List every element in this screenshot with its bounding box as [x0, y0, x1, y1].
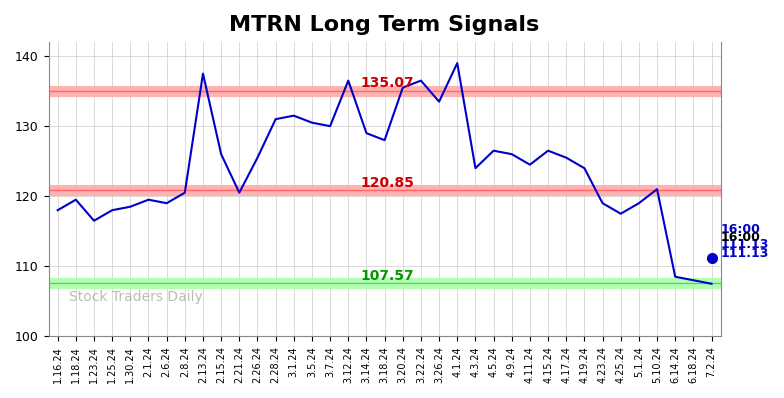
- Text: 120.85: 120.85: [360, 176, 414, 190]
- Text: 111.13: 111.13: [720, 247, 769, 260]
- Text: 107.57: 107.57: [360, 269, 414, 283]
- Title: MTRN Long Term Signals: MTRN Long Term Signals: [230, 15, 539, 35]
- Text: 135.07: 135.07: [360, 76, 414, 90]
- Text: 16:00: 16:00: [720, 231, 760, 244]
- Text: 16:00
111.13: 16:00 111.13: [720, 223, 769, 251]
- Text: Stock Traders Daily: Stock Traders Daily: [69, 290, 202, 304]
